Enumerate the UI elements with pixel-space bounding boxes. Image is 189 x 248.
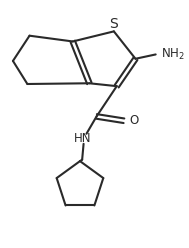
Text: NH$_2$: NH$_2$	[161, 47, 184, 62]
Text: S: S	[109, 17, 118, 31]
Text: O: O	[130, 114, 139, 127]
Text: HN: HN	[74, 131, 92, 145]
